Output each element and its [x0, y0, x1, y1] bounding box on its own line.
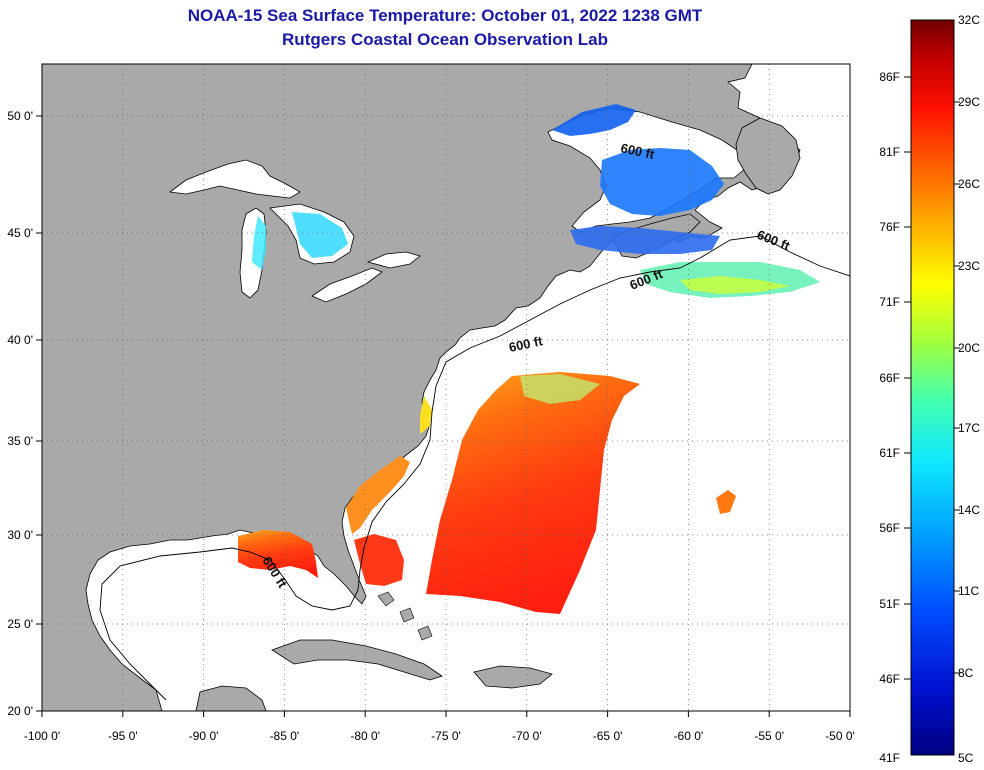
- map-title: NOAA-15 Sea Surface Temperature: October…: [187, 6, 703, 25]
- lon-label: -70 0': [512, 729, 542, 743]
- celsius-label: 11C: [958, 584, 979, 598]
- celsius-label: 32C: [958, 13, 980, 27]
- land-newfoundland: [735, 117, 801, 195]
- latitude-labels: 50 0' 45 0' 40 0' 35 0' 30 0' 25 0' 20 0…: [7, 109, 33, 718]
- sst-florida-strip: [354, 534, 404, 586]
- lon-label: -95 0': [108, 729, 138, 743]
- celsius-label: 8C: [958, 666, 974, 680]
- fahrenheit-label: 46F: [879, 672, 900, 686]
- sst-gulf-blue: [600, 148, 724, 216]
- lon-label: -100 0': [24, 729, 60, 743]
- lon-label: -55 0': [754, 729, 784, 743]
- fahrenheit-label: 61F: [879, 446, 900, 460]
- lon-label: -60 0': [674, 729, 704, 743]
- lon-label: -80 0': [350, 729, 380, 743]
- celsius-label: 14C: [958, 503, 980, 517]
- lat-label: 25 0': [7, 617, 33, 631]
- lake-erie: [311, 267, 383, 303]
- land-hispaniola: [473, 665, 553, 689]
- land-yucatan: [195, 685, 267, 711]
- axis-ticks: [36, 115, 851, 717]
- sst-gulf-of-mexico: [238, 530, 318, 578]
- lat-label: 40 0': [7, 333, 33, 347]
- lat-label: 50 0': [7, 109, 33, 123]
- contour-label: 600 ft: [508, 333, 545, 355]
- sst-carolina-coast: [346, 456, 410, 534]
- celsius-label: 20C: [958, 341, 980, 355]
- sst-grand-banks-yellow: [680, 276, 790, 294]
- sst-atlantic-swath: [426, 372, 640, 614]
- colorbar-fahrenheit-labels: 86F 81F 76F 71F 66F 61F 56F 51F 46F 41F: [879, 70, 900, 765]
- land-bahamas: [377, 591, 433, 641]
- sst-lake-michigan: [252, 216, 266, 270]
- colorbar: [910, 19, 955, 756]
- sst-lake-huron: [292, 212, 348, 258]
- sst-coast-yellow: [420, 396, 432, 434]
- lake-superior: [168, 159, 301, 199]
- colorbar-celsius-labels: 32C 29C 26C 23C 20C 17C 14C 11C 8C 5C: [958, 13, 980, 765]
- map-subtitle: Rutgers Coastal Ocean Observation Lab: [282, 30, 608, 49]
- lon-label: -75 0': [431, 729, 461, 743]
- lat-label: 30 0': [7, 528, 33, 542]
- celsius-label: 17C: [958, 421, 980, 435]
- fahrenheit-label: 66F: [879, 371, 900, 385]
- lon-label: -90 0': [189, 729, 219, 743]
- lon-label: -50 0': [825, 729, 855, 743]
- celsius-label: 29C: [958, 95, 980, 109]
- lat-label: 20 0': [7, 704, 33, 718]
- lake-ontario: [366, 251, 421, 269]
- lat-label: 35 0': [7, 434, 33, 448]
- colorbar-ticks: [904, 76, 960, 680]
- fahrenheit-label: 71F: [879, 295, 900, 309]
- contour-600ft: [99, 235, 850, 701]
- contour-label: 600 ft: [619, 140, 656, 162]
- fahrenheit-label: 51F: [879, 597, 900, 611]
- celsius-label: 5C: [958, 751, 974, 765]
- celsius-label: 23C: [958, 259, 980, 273]
- longitude-labels: -100 0' -95 0' -90 0' -85 0' -80 0' -75 …: [24, 729, 855, 743]
- fahrenheit-label: 86F: [879, 70, 900, 84]
- sst-isolated-patch: [716, 490, 736, 514]
- sst-st-lawrence: [552, 104, 636, 136]
- land-cuba: [271, 639, 443, 681]
- lat-label: 45 0': [7, 226, 33, 240]
- fahrenheit-label: 56F: [879, 521, 900, 535]
- lon-label: -85 0': [270, 729, 300, 743]
- fahrenheit-label: 76F: [879, 220, 900, 234]
- fahrenheit-label: 41F: [879, 751, 900, 765]
- sst-swath-top-green: [520, 374, 600, 404]
- lon-label: -65 0': [593, 729, 623, 743]
- fahrenheit-label: 81F: [879, 145, 900, 159]
- celsius-label: 26C: [958, 177, 980, 191]
